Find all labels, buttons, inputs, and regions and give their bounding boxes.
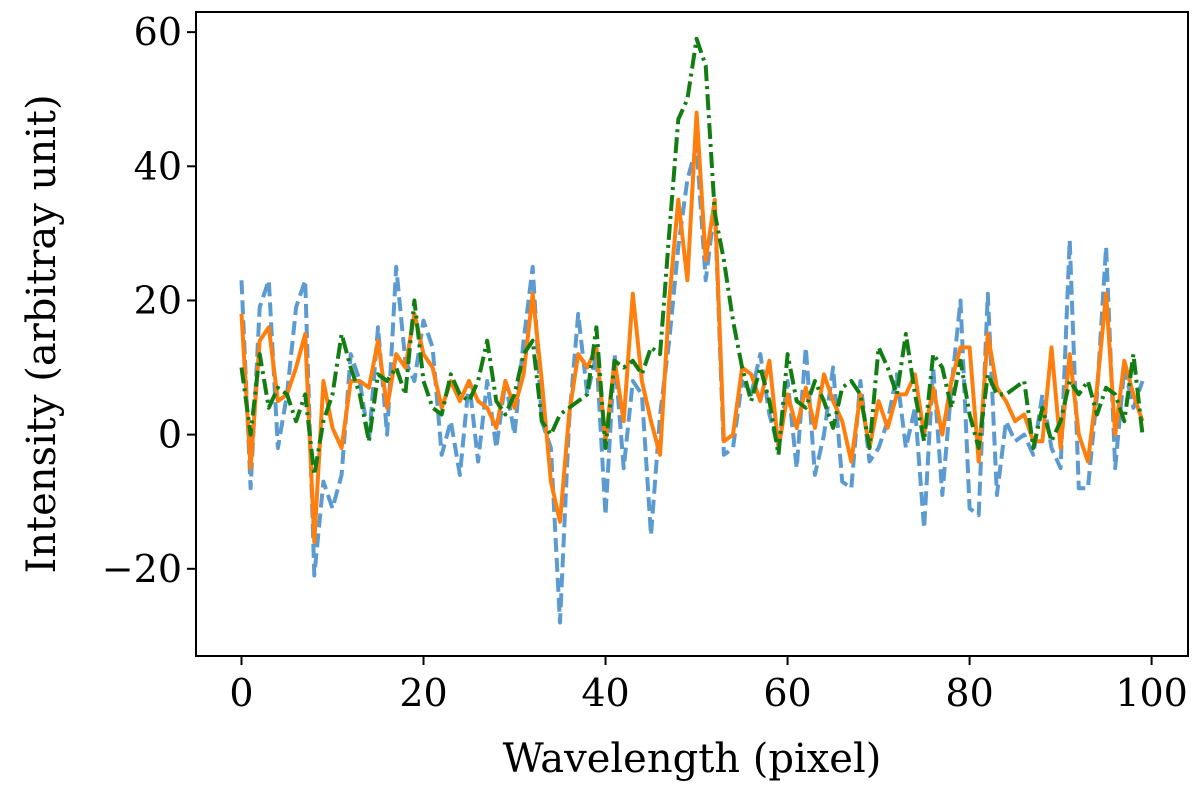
x-tick-label: 40 xyxy=(581,671,629,715)
x-axis-ticks: 0 20 40 60 80 100 xyxy=(229,656,1188,715)
y-tick-label: 40 xyxy=(134,144,182,188)
series-line-3 xyxy=(239,36,1145,477)
plot-frame xyxy=(195,11,1189,657)
plot-area xyxy=(196,12,1188,656)
y-tick-label: 20 xyxy=(134,278,182,322)
y-axis-ticks: −20 0 20 40 60 xyxy=(102,10,196,591)
x-tick-label: 80 xyxy=(945,671,993,715)
y-tick-label: −20 xyxy=(102,547,182,591)
y-tick-label: 0 xyxy=(158,413,182,457)
x-tick-label: 60 xyxy=(763,671,811,715)
x-tick-label: 20 xyxy=(399,671,447,715)
x-axis-label: Wavelength (pixel) xyxy=(503,736,882,782)
y-tick-label: 60 xyxy=(134,10,182,54)
x-tick-label: 0 xyxy=(229,671,253,715)
series-line-2 xyxy=(239,110,1145,544)
x-tick-label: 100 xyxy=(1115,671,1188,715)
y-axis-label: Intensity (arbitray unit) xyxy=(19,94,65,573)
series-layer xyxy=(239,36,1145,625)
